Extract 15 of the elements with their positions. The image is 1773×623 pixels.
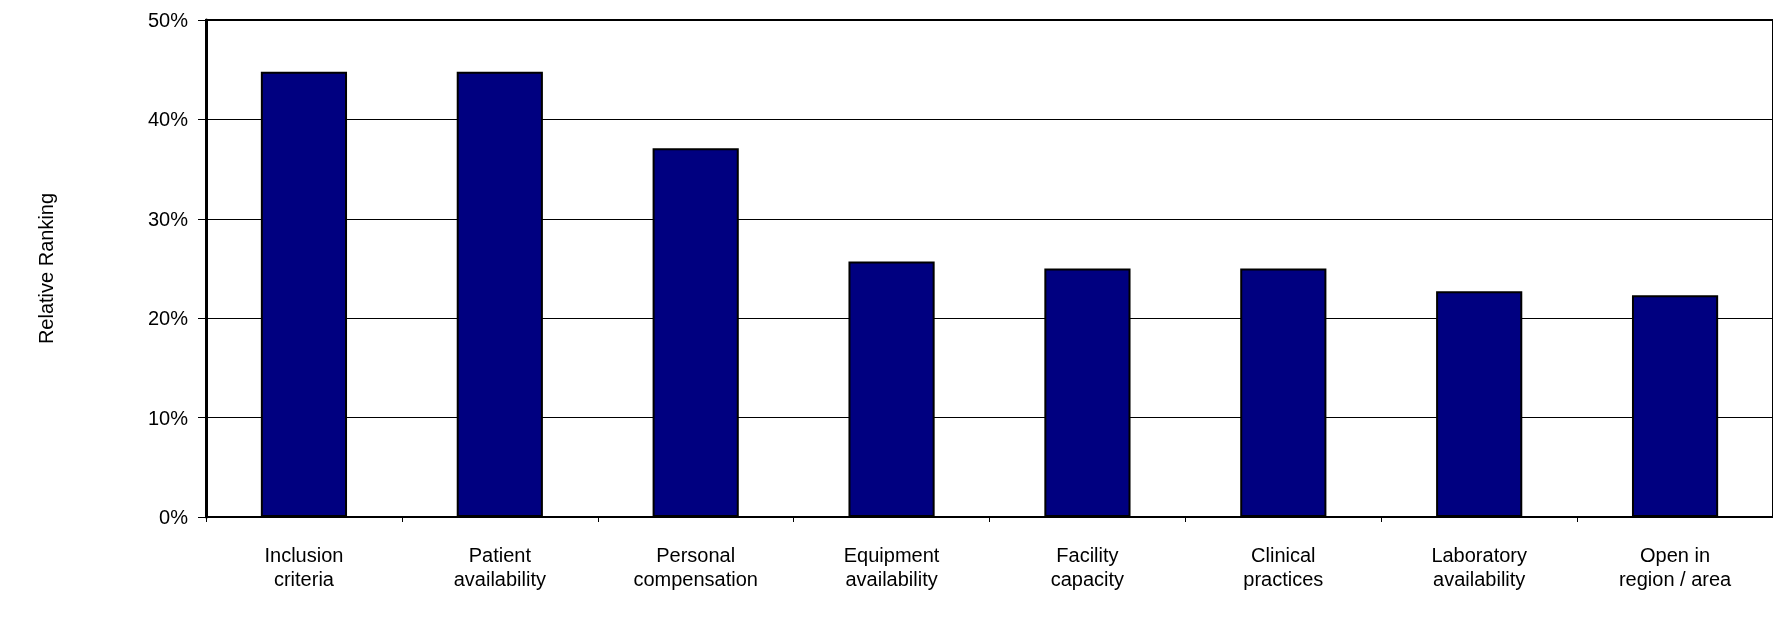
x-tick-label: Equipment availability [843, 544, 940, 590]
x-tick-label: Patient availability [453, 544, 546, 590]
x-tick-label: Inclusion criteria [264, 544, 344, 590]
y-tick-label: 40% [147, 108, 189, 131]
y-tick-label: 30% [147, 207, 189, 230]
x-tick-label: Personal compensation [633, 544, 758, 590]
y-tick-label: 0% [159, 506, 189, 528]
x-tick-label: Laboratory availability [1431, 544, 1527, 590]
y-tick-label: 50% [147, 9, 189, 31]
y-tick-label: 10% [147, 406, 189, 429]
x-tick-label: Clinical practices [1243, 544, 1324, 590]
y-tick-label: 20% [147, 307, 189, 330]
x-tick-label: Open in region / area [1618, 544, 1733, 590]
y-axis-title: Relative Ranking [35, 192, 57, 345]
x-tick-label: Facility capacity [1050, 544, 1125, 590]
